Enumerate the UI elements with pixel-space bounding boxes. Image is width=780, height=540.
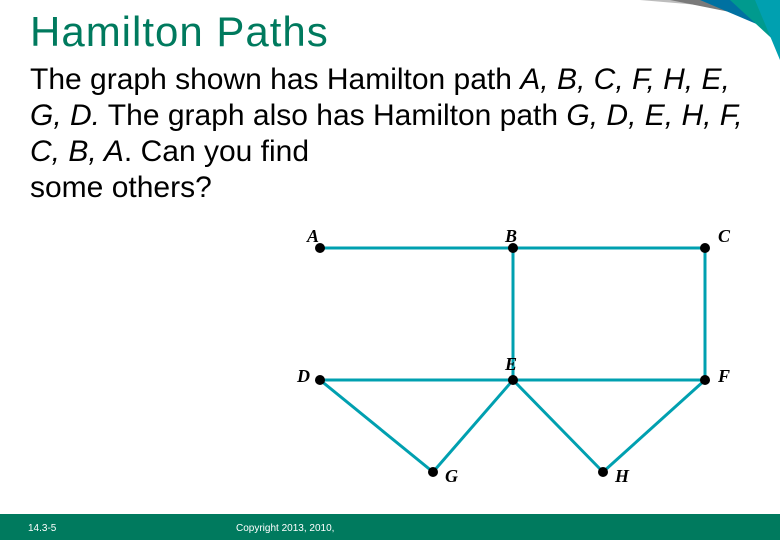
footer-bar xyxy=(0,514,780,540)
graph-node-label: B xyxy=(504,226,517,246)
graph-node-label: D xyxy=(296,366,310,386)
graph-node xyxy=(428,467,438,477)
corner-decoration xyxy=(640,0,780,60)
copyright-text: Copyright 2013, 2010, xyxy=(236,523,334,534)
graph-node-label: H xyxy=(614,466,630,486)
graph-edge xyxy=(513,380,603,472)
hamilton-graph: A B C D E F G H xyxy=(265,220,765,500)
graph-edge xyxy=(433,380,513,472)
page-title: Hamilton Paths xyxy=(30,8,329,56)
graph-node-label: E xyxy=(504,354,517,374)
graph-node xyxy=(700,375,710,385)
graph-node-label: G xyxy=(445,466,458,486)
slide-number: 14.3-5 xyxy=(28,523,56,534)
graph-node xyxy=(598,467,608,477)
graph-edge xyxy=(603,380,705,472)
graph-edge xyxy=(320,380,433,472)
graph-node-label: A xyxy=(306,226,319,246)
body-text: The graph shown has Hamilton path A, B, … xyxy=(30,62,750,206)
graph-node xyxy=(508,375,518,385)
graph-node-label: C xyxy=(718,226,731,246)
graph-node xyxy=(315,375,325,385)
body-tail: some others? xyxy=(30,171,212,204)
graph-node-label: F xyxy=(717,366,730,386)
graph-node xyxy=(700,243,710,253)
